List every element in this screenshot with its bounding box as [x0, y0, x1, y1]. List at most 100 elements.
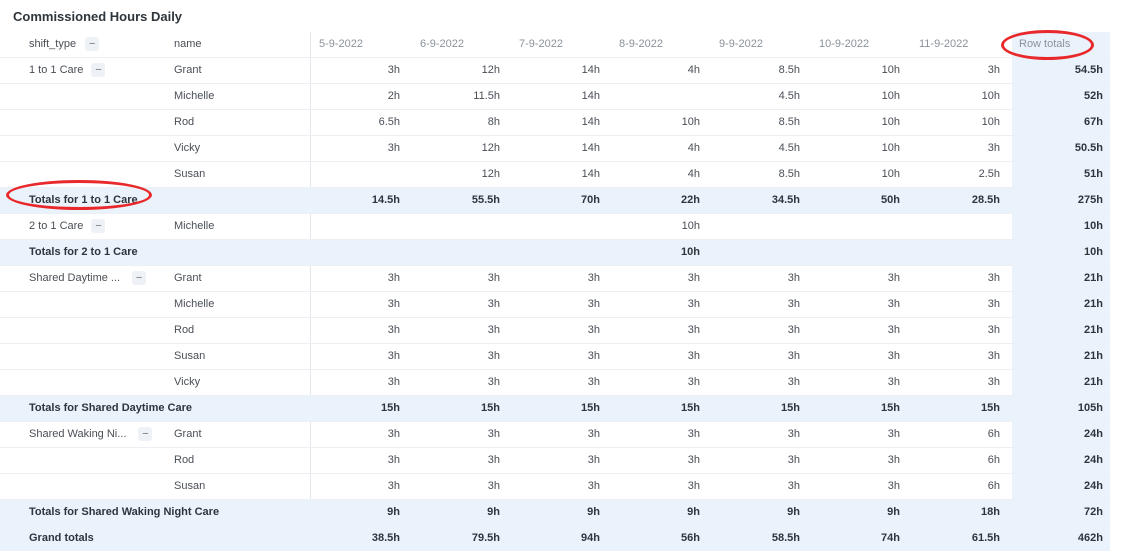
- date-header[interactable]: 10-9-2022: [819, 38, 870, 50]
- date-header[interactable]: 9-9-2022: [719, 38, 764, 50]
- value-cell: 3h: [887, 298, 900, 310]
- row-total-bg: [1012, 292, 1110, 317]
- row-total-cell: 52h: [1084, 90, 1103, 102]
- name-cell: Susan: [174, 350, 206, 362]
- value-cell: 14h: [581, 168, 600, 180]
- value-cell: 4.5h: [778, 90, 800, 102]
- value-cell: 15h: [581, 402, 600, 414]
- date-header[interactable]: 7-9-2022: [519, 38, 564, 50]
- row-totals-header[interactable]: Row totals: [1019, 38, 1071, 50]
- value-cell: 3h: [487, 324, 500, 336]
- row-total-cell: 21h: [1084, 272, 1103, 284]
- value-cell: 10h: [881, 168, 900, 180]
- value-cell: 15h: [481, 402, 500, 414]
- name-cell: Rod: [174, 454, 195, 466]
- value-cell: 3h: [687, 454, 700, 466]
- value-cell: 3h: [587, 454, 600, 466]
- value-cell: 3h: [887, 480, 900, 492]
- row-total-cell: 24h: [1084, 428, 1103, 440]
- value-cell: [920, 240, 1000, 265]
- subtotal-row: Totals for 2 to 1 Care 10h 10h: [0, 240, 1110, 266]
- shift-type-header[interactable]: shift_type −: [29, 32, 100, 57]
- value-cell: 3h: [987, 64, 1000, 76]
- value-cell: 14h: [581, 142, 600, 154]
- value-cell: 3h: [787, 428, 800, 440]
- value-cell: 3h: [687, 272, 700, 284]
- subtotal-label: Totals for Shared Waking Night Care: [29, 506, 220, 518]
- value-cell: 15h: [781, 402, 800, 414]
- value-cell: 3h: [887, 272, 900, 284]
- value-cell: 55.5h: [471, 194, 500, 206]
- subtotal-label: Totals for 2 to 1 Care: [29, 246, 138, 258]
- value-cell: 50h: [881, 194, 900, 206]
- value-cell: 6h: [987, 480, 1000, 492]
- shift-type-label: Shared Daytime ...: [29, 272, 121, 284]
- value-cell: 3h: [787, 350, 800, 362]
- table-row: Rod 6.5h 8h 14h 10h 8.5h 10h 10h 67h: [0, 110, 1110, 136]
- table-row: Shared Waking Ni... − Grant 3h 3h 3h 3h 3h 3h 6h 2…: [0, 422, 1110, 448]
- shift-type-header-label: shift_type: [29, 38, 77, 50]
- table-row: Susan 12h 14h 4h 8.5h 10h 2.5h 51h: [0, 162, 1110, 188]
- collapse-group-icon[interactable]: −: [91, 63, 106, 78]
- date-header[interactable]: 6-9-2022: [420, 38, 465, 50]
- value-cell: 3h: [587, 376, 600, 388]
- row-total-cell: 54.5h: [1074, 64, 1103, 76]
- value-cell: 14h: [581, 116, 600, 128]
- row-total-bg: [1012, 474, 1110, 499]
- value-cell: 3h: [387, 64, 400, 76]
- value-cell: [320, 214, 400, 239]
- row-total-bg: [1012, 318, 1110, 343]
- value-cell: [620, 84, 700, 109]
- table-header-row: shift_type − name 5-9-2022 6-9-2022 7-9-20…: [0, 32, 1110, 58]
- collapse-group-icon[interactable]: −: [132, 271, 147, 286]
- value-cell: 3h: [487, 376, 500, 388]
- collapse-all-icon[interactable]: −: [85, 37, 100, 52]
- value-cell: 14h: [581, 90, 600, 102]
- value-cell: 2h: [387, 90, 400, 102]
- row-total-cell: 21h: [1084, 350, 1103, 362]
- value-cell: 3h: [387, 324, 400, 336]
- value-cell: 14h: [581, 64, 600, 76]
- row-total-cell: 24h: [1084, 480, 1103, 492]
- value-cell: [720, 240, 800, 265]
- row-total-cell: 21h: [1084, 298, 1103, 310]
- row-total-bg: [1012, 266, 1110, 291]
- value-cell: 3h: [487, 454, 500, 466]
- row-total-cell: 50.5h: [1074, 142, 1103, 154]
- value-cell: 2.5h: [978, 168, 1000, 180]
- value-cell: 3h: [387, 272, 400, 284]
- value-cell: 10h: [681, 246, 700, 258]
- collapse-group-icon[interactable]: −: [138, 427, 153, 442]
- name-cell: Grant: [174, 272, 202, 284]
- value-cell: 3h: [787, 298, 800, 310]
- value-cell: 3h: [987, 272, 1000, 284]
- date-header[interactable]: 8-9-2022: [619, 38, 664, 50]
- value-cell: 10h: [881, 64, 900, 76]
- value-cell: [320, 240, 400, 265]
- value-cell: 3h: [787, 480, 800, 492]
- date-header[interactable]: 5-9-2022: [319, 38, 364, 50]
- date-header[interactable]: 11-9-2022: [919, 38, 969, 50]
- name-header[interactable]: name: [174, 38, 202, 50]
- value-cell: 4h: [687, 64, 700, 76]
- subtotal-row: Totals for 1 to 1 Care 14.5h 55.5h 70h 22h 34…: [0, 188, 1110, 214]
- value-cell: 3h: [387, 376, 400, 388]
- row-total-bg: [1012, 422, 1110, 447]
- value-cell: [720, 214, 800, 239]
- name-cell: Susan: [174, 168, 206, 180]
- value-cell: 8.5h: [778, 64, 800, 76]
- value-cell: 8h: [487, 116, 500, 128]
- collapse-group-icon[interactable]: −: [91, 219, 106, 234]
- value-cell: 3h: [687, 376, 700, 388]
- row-total-cell: 72h: [1084, 506, 1103, 518]
- value-cell: 10h: [881, 116, 900, 128]
- shift-type-label: Shared Waking Ni...: [29, 428, 127, 440]
- shift-type-cell: Shared Waking Ni... −: [29, 422, 153, 447]
- value-cell: 3h: [887, 376, 900, 388]
- value-cell: 3h: [687, 350, 700, 362]
- value-cell: 10h: [681, 220, 700, 232]
- value-cell: 12h: [481, 64, 500, 76]
- shift-type-label: 2 to 1 Care: [29, 220, 84, 232]
- value-cell: 15h: [681, 402, 700, 414]
- value-cell: 6h: [987, 428, 1000, 440]
